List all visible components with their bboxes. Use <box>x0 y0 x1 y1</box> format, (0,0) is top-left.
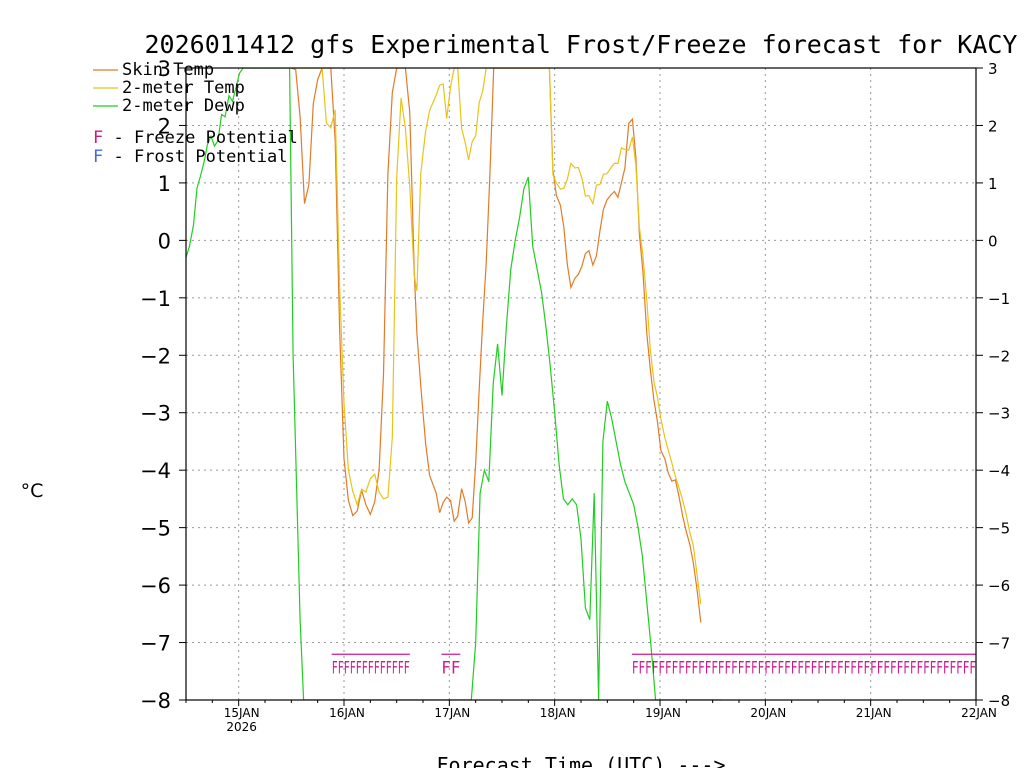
y-tick-label-right: −2 <box>988 347 1010 365</box>
y-tick-label-right: 2 <box>988 117 998 135</box>
x-tick-label: 15JAN <box>224 706 260 720</box>
y-tick-label: −6 <box>140 574 171 598</box>
y-tick-label-right: 1 <box>988 175 998 193</box>
chart-title: 2026011412 gfs Experimental Frost/Freeze… <box>145 30 1018 59</box>
y-tick-label-right: −6 <box>988 577 1010 595</box>
y-tick-label-right: 0 <box>988 232 998 250</box>
y-tick-label: −7 <box>140 632 171 656</box>
x-tick-label: 19JAN <box>645 706 681 720</box>
y-tick-label: 0 <box>158 229 171 253</box>
legend-flag-text: - Frost Potential <box>103 147 287 167</box>
y-axis-label: °C <box>21 480 44 502</box>
series-line-2-meter-dewp <box>186 68 722 700</box>
grid-lines <box>186 68 976 700</box>
y-tick-label-right: −5 <box>988 520 1010 538</box>
y-tick-label: −2 <box>140 344 171 368</box>
x-tick-label: 22JAN <box>961 706 997 720</box>
legend-flag-entry: F - Freeze Potential <box>93 128 298 148</box>
y-tick-label: −8 <box>140 689 171 713</box>
y-tick-label-right: −1 <box>988 290 1010 308</box>
plot-frame <box>185 67 977 701</box>
y-tick-label-right: −3 <box>988 405 1010 423</box>
x-tick-label: 17JAN <box>434 706 470 720</box>
y-tick-label: −1 <box>140 287 171 311</box>
freeze-flag-run: FF <box>441 658 460 678</box>
freeze-flag-run: FFFFFFFFFFFFFFFFFFFFFFFFFFFFFFFFFFFFFFFF… <box>632 658 976 678</box>
series-line-skin-temp <box>291 68 702 623</box>
series-layer <box>186 68 722 700</box>
legend-flag-text: - Freeze Potential <box>103 128 297 148</box>
y-tick-label: −5 <box>140 517 171 541</box>
freeze-flags: FFFFFFFFFFFFF FF FFFFFFFFFFFFFFFFFFFFFFFFF… <box>331 653 976 678</box>
x-tick-label: 21JAN <box>856 706 892 720</box>
x-tick-label: 18JAN <box>540 706 576 720</box>
legend-label: Skin Temp <box>122 60 214 80</box>
y-tick-label: −3 <box>140 402 171 426</box>
series-line-2-meter-temp <box>291 68 702 605</box>
y-tick-label: 3 <box>158 57 171 81</box>
x-tick-sublabel: 2026 <box>226 720 257 734</box>
legend-flag-entry: F - Frost Potential <box>93 147 287 167</box>
legend-label: 2-meter Temp <box>122 78 245 98</box>
freeze-flag-run: FFFFFFFFFFFFF <box>332 658 410 678</box>
y-axis-ticks: 3 3 2 2 1 1 0 0 −1 −1 −2 −2 −3 −3 −4 −4 −5 −5 −6 −6 −7 −7 −8 −8 <box>140 57 1010 713</box>
y-tick-label: 2 <box>158 114 171 138</box>
legend-label: 2-meter Dewp <box>122 96 245 116</box>
y-tick-label-right: 3 <box>988 60 998 78</box>
y-tick-label-right: −8 <box>988 692 1010 710</box>
legend-flag-letter: F <box>93 128 103 148</box>
x-axis-label: Forecast Time (UTC) ---> <box>437 753 726 768</box>
x-tick-label: 20JAN <box>750 706 786 720</box>
y-tick-label: −4 <box>140 459 171 483</box>
y-tick-label: 1 <box>158 172 171 196</box>
legend-flag-letter: F <box>93 147 103 167</box>
x-tick-label: 16JAN <box>329 706 365 720</box>
y-tick-label-right: −7 <box>988 635 1010 653</box>
y-tick-label-right: −4 <box>988 462 1010 480</box>
